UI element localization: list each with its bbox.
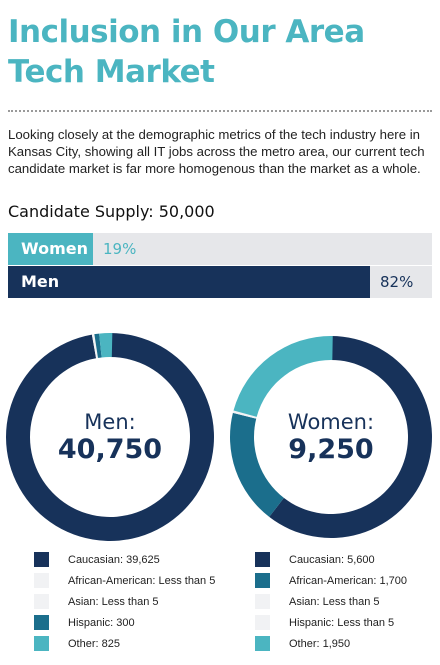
- legend-item: Caucasian: 5,600: [255, 552, 440, 573]
- legend-label: Caucasian: 39,625: [68, 554, 160, 566]
- donut-charts: [5, 333, 432, 541]
- legend-swatch: [34, 636, 49, 651]
- women-slice-3: [233, 410, 257, 418]
- legend-swatch: [34, 573, 49, 588]
- women-slice-2: [232, 411, 257, 419]
- legend-label: Caucasian: 5,600: [289, 554, 375, 566]
- women-center-value: 9,250: [288, 434, 374, 465]
- legend-item: African-American: Less than 5: [34, 573, 244, 594]
- legend-swatch: [255, 552, 270, 567]
- legend-swatch: [255, 615, 270, 630]
- legend-label: Hispanic: 300: [68, 617, 135, 629]
- men-slice-4: [99, 333, 113, 358]
- men-slice-3: [94, 333, 102, 358]
- bar-track-women: Women 19%: [8, 233, 432, 265]
- bar-category-men: Men: [21, 272, 60, 291]
- candidate-supply-label: Candidate Supply: 50,000: [8, 202, 215, 221]
- bar-value-women: 19%: [103, 240, 137, 258]
- women-slice-1: [229, 412, 284, 517]
- intro-paragraph: Looking closely at the demographic metri…: [8, 127, 425, 176]
- legend-swatch: [255, 636, 270, 651]
- legend-label: Other: 1,950: [289, 638, 351, 650]
- legend-label: Other: 825: [68, 638, 120, 650]
- bar-women: [8, 233, 93, 265]
- bar-men: [8, 266, 370, 298]
- legend-women: Caucasian: 5,600 African-American: 1,700 A…: [255, 552, 440, 657]
- men-center-title: Men:: [84, 410, 136, 434]
- legend-label: Hispanic: Less than 5: [289, 617, 395, 629]
- women-slice-4: [233, 336, 333, 417]
- legend-men: Caucasian: 39,625 African-American: Less …: [34, 552, 244, 657]
- legend-swatch: [34, 552, 49, 567]
- legend-label: Asian: Less than 5: [68, 596, 159, 608]
- legend-item: Other: 1,950: [255, 636, 440, 657]
- bar-value-men: 82%: [380, 273, 414, 291]
- legend-label: African-American: 1,700: [289, 575, 407, 587]
- legend-item: Other: 825: [34, 636, 244, 657]
- legend-item: Caucasian: 39,625: [34, 552, 244, 573]
- bar-category-women: Women: [21, 239, 88, 258]
- legend-swatch: [255, 573, 270, 588]
- bar-track-men: Men 82%: [8, 266, 432, 298]
- women-center-title: Women:: [287, 410, 375, 434]
- legend-label: Asian: Less than 5: [289, 596, 380, 608]
- legend-item: Asian: Less than 5: [255, 594, 440, 615]
- legend-item: Hispanic: 300: [34, 615, 244, 636]
- legend-item: Hispanic: Less than 5: [255, 615, 440, 636]
- legend-swatch: [34, 594, 49, 609]
- men-center-label: Men: 40,750: [35, 410, 185, 466]
- women-slice-0: [269, 336, 432, 538]
- men-slice-1: [91, 334, 98, 359]
- legend-swatch: [255, 594, 270, 609]
- men-slice-2: [93, 334, 98, 359]
- legend-item: Asian: Less than 5: [34, 594, 244, 615]
- legend-swatch: [34, 615, 49, 630]
- legend-label: African-American: Less than 5: [68, 575, 216, 587]
- men-center-value: 40,750: [57, 434, 163, 465]
- women-center-label: Women: 9,250: [256, 410, 406, 466]
- legend-item: African-American: 1,700: [255, 573, 440, 594]
- dotted-divider: [8, 110, 432, 112]
- page-title: Inclusion in Our Area Tech Market: [8, 14, 365, 90]
